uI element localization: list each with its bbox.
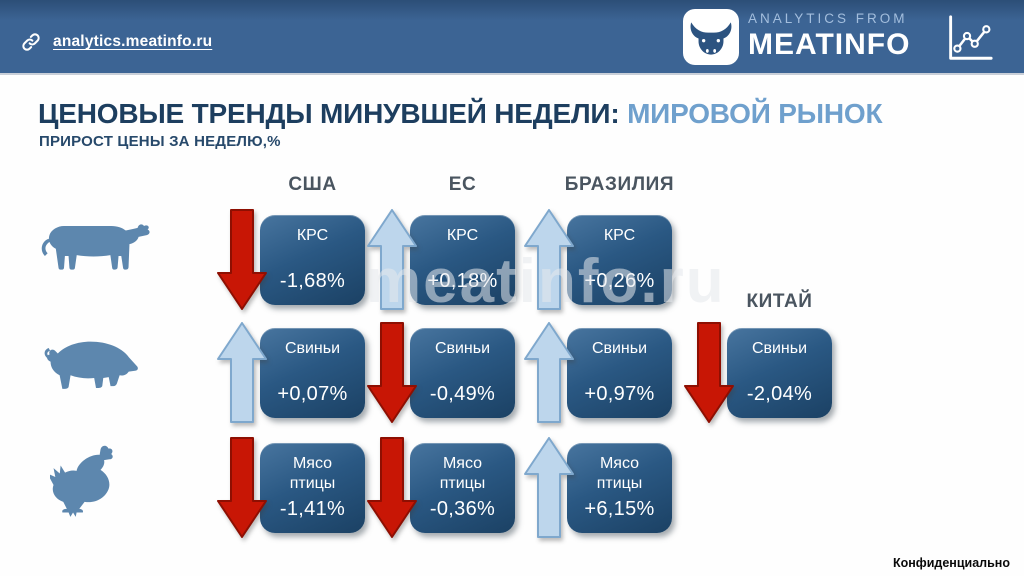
trend-card-brazil-cattle: КРС +0,26% — [567, 215, 672, 305]
card-value: +6,15% — [584, 498, 655, 520]
card-value: +0,97% — [584, 383, 655, 405]
trend-arrow-down — [367, 322, 417, 423]
header-bar: analytics.meatinfo.ru ANALYTICS FROM MEA… — [0, 0, 1024, 75]
trend-card-china-pigs: Свиньи -2,04% — [727, 328, 832, 418]
card-value: -2,04% — [746, 383, 813, 405]
logo-brand: MEATINFO — [748, 28, 911, 62]
trend-arrow-up — [367, 209, 417, 310]
card-value: -0,49% — [429, 383, 496, 405]
bull-icon — [683, 9, 739, 65]
page-title-main: ЦЕНОВЫЕ ТРЕНДЫ МИНУВШЕЙ НЕДЕЛИ: — [38, 98, 628, 129]
card-label: Свиньи — [591, 340, 648, 357]
trend-card-eu-cattle: КРС +0,18% — [410, 215, 515, 305]
trend-card-brazil-pigs: Свиньи +0,97% — [567, 328, 672, 418]
logo-tagline: ANALYTICS FROM — [748, 11, 908, 27]
card-value: +0,07% — [277, 383, 348, 405]
column-header-eu: ЕС — [448, 174, 477, 195]
card-label: Мясо птицы — [596, 455, 643, 492]
trend-arrow-down — [684, 322, 734, 423]
page-title: ЦЕНОВЫЕ ТРЕНДЫ МИНУВШЕЙ НЕДЕЛИ: МИРОВОЙ … — [38, 98, 883, 130]
trend-card-usa-pigs: Свиньи +0,07% — [260, 328, 365, 418]
column-header-usa: США — [288, 174, 337, 195]
card-value: -0,36% — [429, 498, 496, 520]
card-value: +0,26% — [584, 270, 655, 292]
card-label: КРС — [603, 227, 636, 244]
column-header-brazil: БРАЗИЛИЯ — [564, 174, 675, 195]
trend-arrow-down — [367, 437, 417, 538]
card-label: Свиньи — [284, 340, 341, 357]
pig-icon — [44, 341, 138, 389]
trend-card-usa-cattle: КРС -1,68% — [260, 215, 365, 305]
trend-card-eu-poultry: Мясо птицы -0,36% — [410, 443, 515, 533]
card-label: Мясо птицы — [289, 455, 336, 492]
card-label: Мясо птицы — [439, 455, 486, 492]
chicken-icon — [50, 445, 113, 517]
card-value: +0,18% — [427, 270, 498, 292]
meatinfo-logo: ANALYTICS FROM MEATINFO — [683, 9, 910, 65]
card-label: КРС — [446, 227, 479, 244]
card-label: КРС — [296, 227, 329, 244]
page-title-highlight: МИРОВОЙ РЫНОК — [627, 98, 883, 129]
trend-arrow-up — [217, 322, 267, 423]
trend-arrow-down — [217, 209, 267, 310]
card-label: Свиньи — [434, 340, 491, 357]
page-subtitle: ПРИРОСТ ЦЕНЫ ЗА НЕДЕЛЮ,% — [39, 133, 281, 150]
site-link[interactable]: analytics.meatinfo.ru — [20, 31, 212, 53]
trend-card-eu-pigs: Свиньи -0,49% — [410, 328, 515, 418]
confidential-label: Конфиденциально — [892, 556, 1010, 570]
line-chart-icon — [941, 11, 995, 70]
card-value: -1,41% — [279, 498, 346, 520]
trend-card-usa-poultry: Мясо птицы -1,41% — [260, 443, 365, 533]
card-value: -1,68% — [279, 270, 346, 292]
trend-card-brazil-poultry: Мясо птицы +6,15% — [567, 443, 672, 533]
cow-icon — [41, 224, 150, 270]
card-label: Свиньи — [751, 340, 808, 357]
trend-arrow-up — [524, 209, 574, 310]
trend-arrow-up — [524, 437, 574, 538]
column-header-china: КИТАЙ — [746, 291, 813, 312]
trend-arrow-up — [524, 322, 574, 423]
site-link-label[interactable]: analytics.meatinfo.ru — [53, 33, 213, 50]
trend-arrow-down — [217, 437, 267, 538]
link-icon — [22, 33, 40, 51]
